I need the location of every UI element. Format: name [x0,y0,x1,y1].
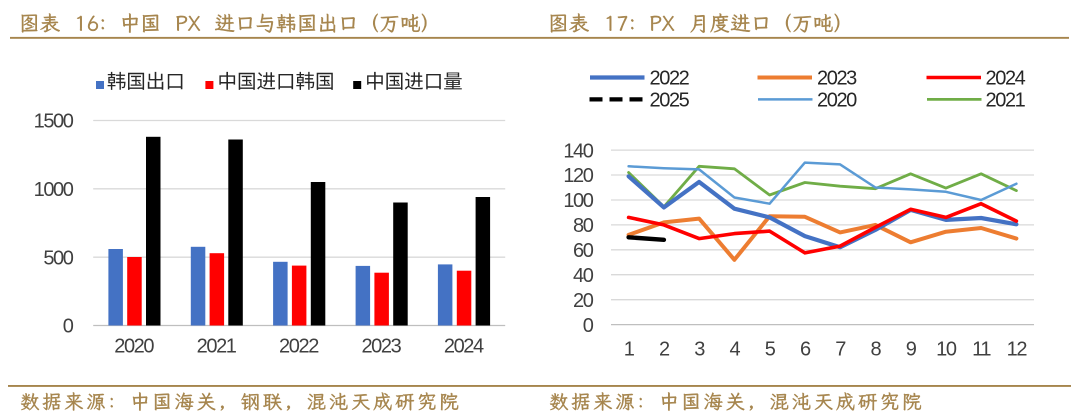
svg-text:9: 9 [906,339,917,361]
svg-text:8: 8 [871,339,882,361]
svg-text:5: 5 [765,339,776,361]
svg-text:11: 11 [972,339,991,361]
svg-text:1000: 1000 [34,179,74,201]
svg-text:100: 100 [563,190,593,212]
svg-text:3: 3 [694,339,705,361]
svg-text:80: 80 [573,215,594,237]
svg-text:2021: 2021 [986,89,1026,111]
svg-text:2023: 2023 [817,68,857,90]
svg-text:2022: 2022 [650,68,690,90]
svg-text:2025: 2025 [650,89,690,111]
svg-text:60: 60 [573,240,594,262]
svg-text:2023: 2023 [361,336,401,358]
svg-text:2: 2 [659,339,670,361]
svg-text:2020: 2020 [114,336,154,358]
svg-text:7: 7 [835,339,846,361]
svg-text:2024: 2024 [444,336,484,358]
svg-text:2024: 2024 [986,68,1026,90]
svg-text:140: 140 [563,140,593,162]
svg-text:0: 0 [583,315,594,337]
svg-text:10: 10 [936,339,957,361]
svg-text:20: 20 [573,290,594,312]
svg-text:500: 500 [43,247,73,269]
svg-text:12: 12 [1007,339,1028,361]
svg-text:4: 4 [730,339,741,361]
svg-text:120: 120 [563,165,593,187]
svg-text:2021: 2021 [197,336,237,358]
svg-text:0: 0 [63,316,74,338]
svg-text:2022: 2022 [279,336,319,358]
svg-text:2020: 2020 [817,89,857,111]
svg-text:1500: 1500 [34,111,74,133]
svg-text:6: 6 [800,339,811,361]
svg-text:1: 1 [624,339,635,361]
svg-text:40: 40 [573,265,594,287]
